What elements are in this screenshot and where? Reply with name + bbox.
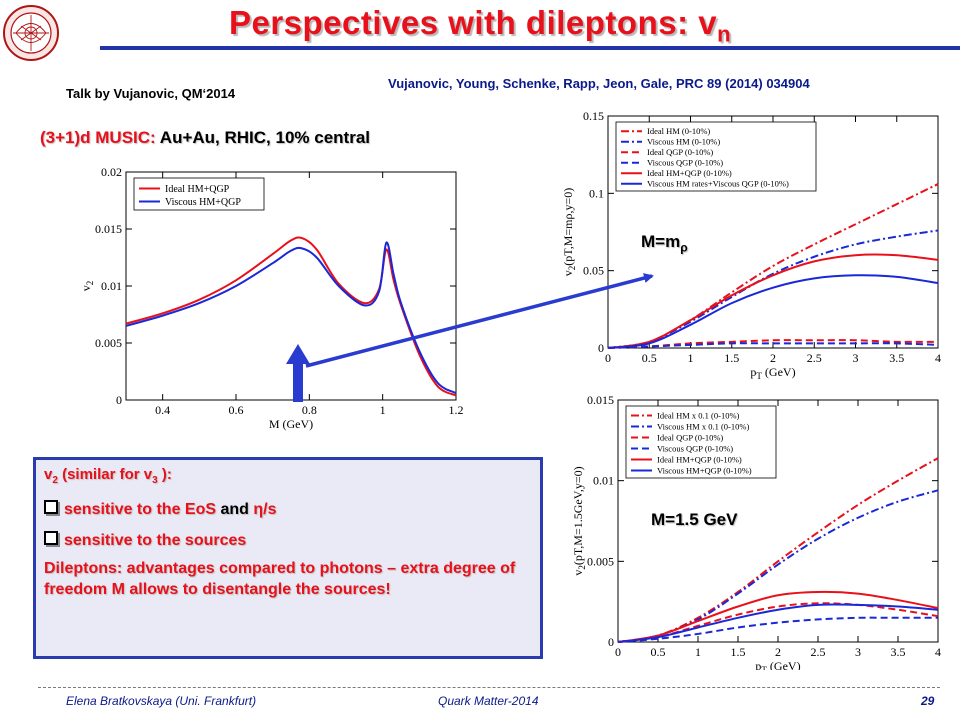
x-tick-label: 0.5 [651,645,666,659]
x-tick-label: 3.5 [891,645,906,659]
legend-entry: Ideal HM+QGP [165,184,230,195]
slide-title: Perspectives with dileptons: vn [228,4,732,47]
legend-box [625,405,777,479]
x-tick-label: 2 [770,351,776,365]
y-tick-label: 0.15 [583,109,604,123]
series-line-1-4 [607,253,939,349]
y-tick-label: 0.015 [587,393,614,407]
y-tick-label: 0.02 [101,165,122,179]
footer-rule [38,687,940,688]
legend-box [615,121,817,192]
x-tick-label: 1.2 [449,403,464,417]
x-tick-label: 2 [775,645,781,659]
checkbox-bullet-icon [44,531,58,545]
footer-author: Elena Bratkovskaya (Uni. Frankfurt) [66,694,257,708]
legend-entry: Viscous HM rates+Viscous QGP (0-10%) [647,179,789,189]
pointer-arrow [305,273,654,368]
x-tick-label: 3 [853,351,859,365]
x-axis-label: M (GeV) [269,417,313,431]
series-line-0-1 [125,241,457,395]
legend-entry: Ideal QGP (0-10%) [657,432,723,442]
series-line-1-2 [607,339,939,349]
rho-peak-up-arrow [286,344,310,402]
legend-entry: Viscous QGP (0-10%) [657,443,733,453]
legend-entry: Ideal HM+QGP (0-10%) [647,168,732,178]
talk-note: Talk by Vujanovic, QM‘2014 [66,86,236,101]
y-axis-label: v2 [80,281,95,292]
summary-conclusion: Dileptons: advantages compared to photon… [44,560,516,598]
legend-entry: Ideal HM+QGP (0-10%) [657,454,742,464]
legend-entry: Viscous QGP (0-10%) [647,158,723,168]
x-tick-label: 0.5 [642,351,657,365]
series-line-2-3 [617,616,938,643]
x-axis-label: pT (GeV) [750,365,795,381]
legend-entry: Ideal QGP (0-10%) [647,147,713,157]
x-tick-label: 3.5 [889,351,904,365]
series-line-2-5 [617,603,939,643]
legend-entry: Ideal HM x 0.1 (0-10%) [657,410,740,420]
x-tick-label: 1.5 [724,351,739,365]
x-tick-label: 0.4 [155,403,170,417]
y-tick-label: 0.005 [95,336,122,350]
y-tick-label: 0 [116,393,122,407]
y-tick-label: 0.01 [101,279,122,293]
chart-v2-vs-pt-mrho: 0 0.5 1 1.5 2 2.5 3 3.5 4 0 0.05 0.1 0.15 pT (GeV) v2(… [561,109,941,381]
x-tick-label: 1 [695,645,701,659]
x-tick-label: 4 [935,645,941,659]
summary-heading: v2 (similar for v3 ): [44,466,172,486]
summary-item-sources: sensitive to the sources [44,531,532,550]
series-line-1-3 [607,342,939,349]
x-tick-label: 2.5 [807,351,822,365]
chart-v2-vs-pt-m15: 0 0.5 1 1.5 2 2.5 3 3.5 4 0 0.005 0.01 0.015 pT (GeV)… [571,393,941,670]
legend-entry: Viscous HM+QGP [165,197,241,208]
summary-box: v2 (similar for v3 ): sensitive to the E… [33,457,543,659]
legend-entry: Ideal HM (0-10%) [647,126,710,136]
legend-box [133,177,265,211]
x-tick-label: 0 [605,351,611,365]
y-tick-label: 0 [598,341,604,355]
x-tick-label: 1.5 [731,645,746,659]
mass-15-label: M=1.5 GeV [651,510,738,529]
legend-entry: Viscous HM (0-10%) [647,137,720,147]
y-tick-label: 0.01 [593,474,614,488]
reference-citation: Vujanovic, Young, Schenke, Rapp, Jeon, G… [388,76,810,91]
x-tick-label: 1 [380,403,386,417]
summary-item-eos: sensitive to the EoS and η/s [44,500,532,519]
series-line-2-4 [617,590,939,643]
footer-conference: Quark Matter-2014 [438,694,539,708]
y-axis-label: v2(pT,M=1.5GeV,y=0) [571,466,587,575]
y-tick-label: 0 [608,635,614,649]
title-rule [100,46,960,50]
y-tick-label: 0.1 [589,186,604,200]
x-tick-label: 0.6 [229,403,244,417]
x-tick-label: 4 [935,351,941,365]
y-tick-label: 0.005 [587,554,614,568]
x-tick-label: 3 [855,645,861,659]
y-tick-label: 0.05 [583,264,604,278]
model-label: (3+1)d MUSIC: Au+Au, RHIC, 10% central [40,128,371,147]
y-axis-label: v2(pT,M=mρ,y=0) [561,188,577,276]
x-axis-label: pT (GeV) [755,659,800,670]
y-tick-label: 0.015 [95,222,122,236]
x-tick-label: 1 [688,351,694,365]
mass-rho-label: M=mρ [641,232,688,255]
footer-page-number: 29 [921,694,935,708]
checkbox-bullet-icon [44,500,58,514]
university-seal-logo [3,5,59,61]
x-tick-label: 2.5 [811,645,826,659]
legend-entry: Viscous HM+QGP (0-10%) [657,465,752,475]
series-line-1-5 [607,274,939,349]
x-tick-label: 0.8 [302,403,317,417]
x-tick-label: 0 [615,645,621,659]
legend-entry: Viscous HM x 0.1 (0-10%) [657,421,749,431]
